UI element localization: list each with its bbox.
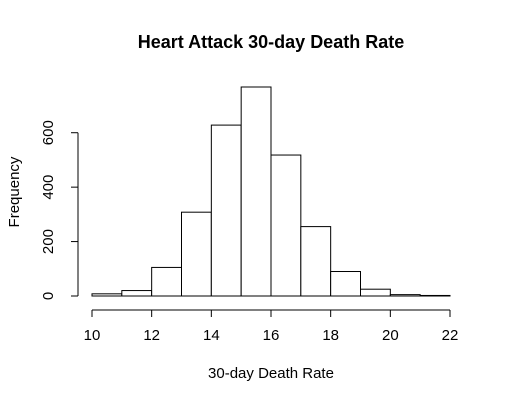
histogram-bar: [300, 226, 332, 297]
histogram-bar: [389, 294, 421, 297]
histogram-bar: [91, 293, 123, 297]
x-tick-label: 12: [143, 327, 160, 344]
x-axis: 10 12 14 16 18 20 22: [84, 309, 459, 344]
histogram-bar: [181, 211, 212, 297]
x-tick-label: 14: [203, 327, 220, 344]
histogram-bar: [360, 288, 391, 297]
histogram-bar: [330, 271, 361, 297]
y-tick-label: 200: [40, 229, 57, 254]
histogram-bar: [210, 124, 242, 297]
y-axis-label: Frequency: [6, 156, 23, 227]
y-tick-label: 0: [40, 292, 57, 300]
x-axis-label: 30-day Death Rate: [208, 365, 334, 382]
x-tick-label: 18: [322, 327, 339, 344]
histogram-bar: [270, 154, 302, 297]
histogram-bar: [121, 290, 153, 297]
x-tick-label: 16: [263, 327, 280, 344]
histogram-bar: [151, 266, 183, 297]
chart-title: Heart Attack 30-day Death Rate: [138, 32, 404, 52]
x-tick-label: 10: [84, 327, 101, 344]
y-tick-label: 400: [40, 175, 57, 200]
y-axis: 0 200 400 600: [40, 120, 79, 300]
y-tick-label: 600: [40, 120, 57, 145]
x-tick-label: 22: [442, 327, 459, 344]
x-tick-label: 20: [382, 327, 399, 344]
histogram-bars: [91, 86, 451, 297]
histogram-bar: [240, 86, 272, 297]
histogram-bar: [419, 294, 451, 297]
